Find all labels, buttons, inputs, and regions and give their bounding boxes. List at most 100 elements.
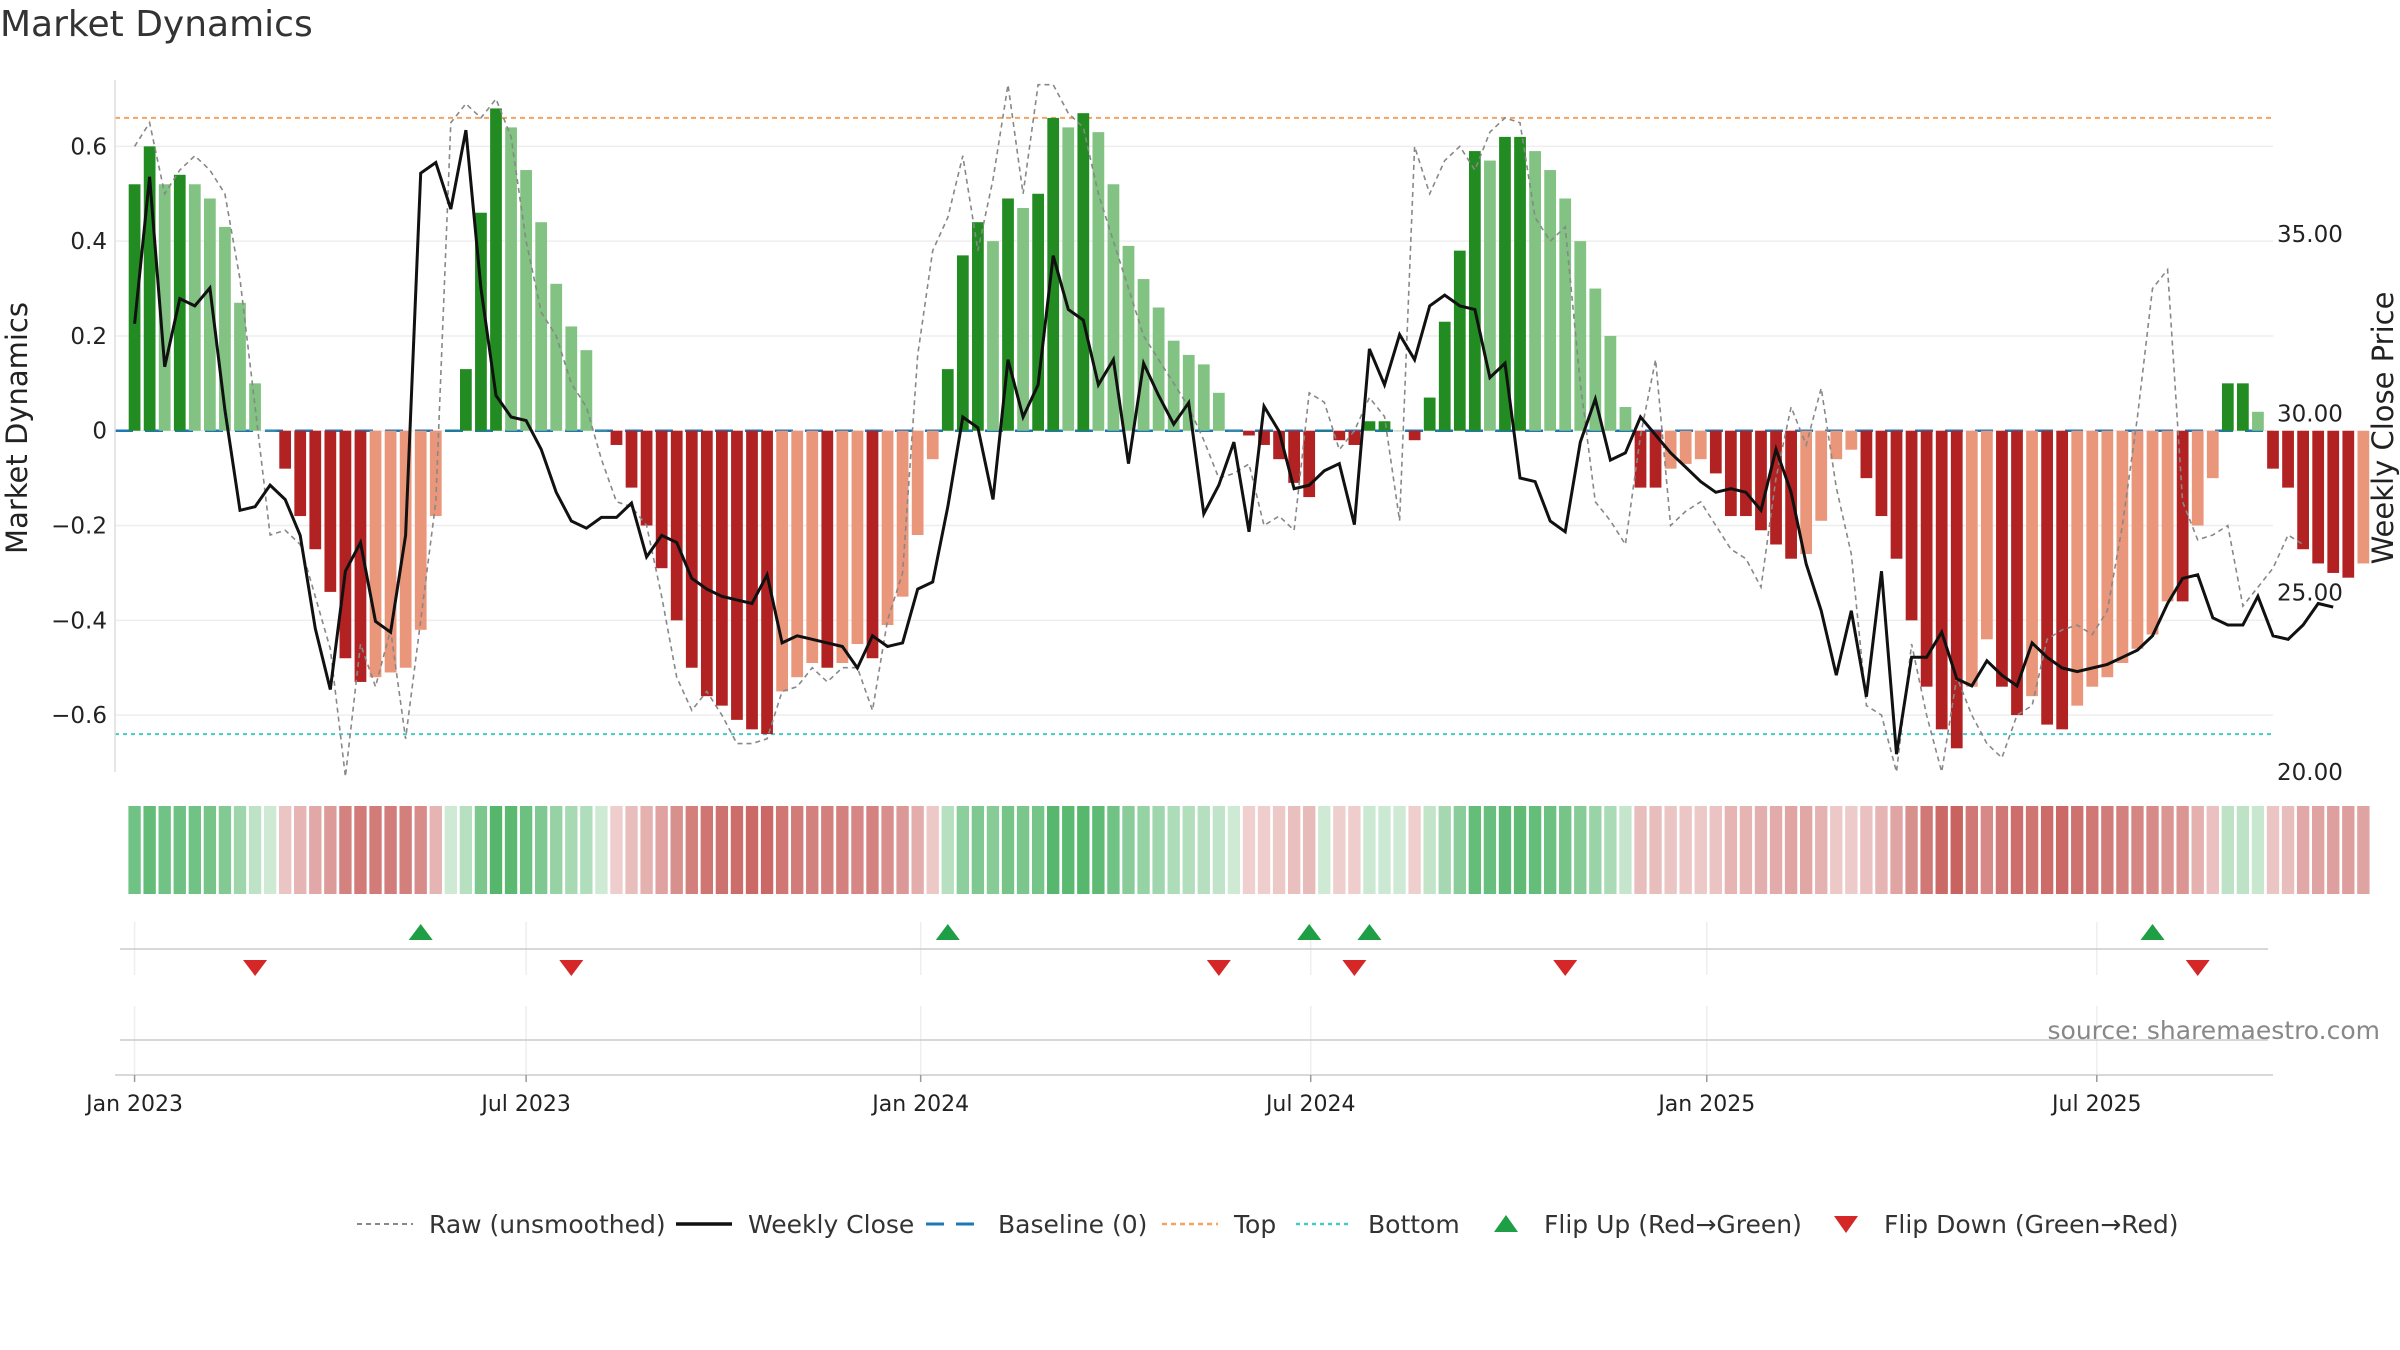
regime-strip-cell: [745, 806, 759, 894]
flip-up-marker: [408, 924, 433, 940]
regime-strip-cell: [1905, 806, 1918, 894]
regime-strip-cell: [1815, 806, 1828, 894]
regime-strip-cell: [1724, 806, 1738, 894]
regime-strip-cell: [1995, 806, 2009, 894]
regime-strip-cell: [1965, 806, 1978, 894]
y-tick-label: −0.4: [51, 608, 107, 634]
regime-strip-cell: [429, 806, 442, 894]
dynamics-bar: [2282, 430, 2294, 488]
y2-tick-label: 35.00: [2277, 222, 2343, 248]
regime-strip-cell: [1393, 806, 1406, 894]
dynamics-bar: [746, 430, 758, 730]
regime-strip-cell: [1604, 806, 1617, 894]
dynamics-bar: [595, 430, 608, 432]
regime-strip-cell: [218, 806, 232, 894]
flip-down-marker: [2185, 960, 2210, 976]
dynamics-bar: [158, 184, 171, 431]
source-credit: source: sharemaestro.com: [2048, 1016, 2381, 1045]
regime-strip-cell: [384, 806, 397, 894]
dynamics-bar: [249, 383, 261, 431]
regime-strip-cell: [339, 806, 352, 894]
dynamics-bar: [2131, 430, 2144, 649]
dynamics-bar: [896, 430, 909, 597]
dynamics-bar: [580, 350, 593, 431]
regime-strip-cell: [1980, 806, 1994, 894]
y2-tick-label: 20.00: [2277, 760, 2343, 786]
dynamics-bar: [490, 108, 502, 431]
regime-strip-cell: [2161, 806, 2174, 894]
dynamics-bars: [128, 108, 2370, 749]
regime-strip-cell: [233, 806, 247, 894]
regime-strip-cell: [173, 806, 186, 894]
regime-strip-cell: [881, 806, 894, 894]
dynamics-bar: [881, 430, 894, 626]
dynamics-bar: [2237, 383, 2249, 431]
dynamics-bar: [1032, 193, 1045, 431]
weekly-close-line: [133, 129, 2334, 755]
dynamics-bar: [685, 430, 698, 668]
regime-strip-cell: [700, 806, 714, 894]
dynamics-bar: [294, 430, 307, 517]
regime-strip-cell: [1167, 806, 1180, 894]
regime-strip-cell: [2266, 806, 2280, 894]
dynamics-bar: [339, 430, 352, 659]
dynamics-bar: [520, 170, 532, 431]
regime-strip-cell: [1649, 806, 1662, 894]
regime-strip-cell: [1031, 806, 1045, 894]
regime-strip-cell: [1935, 806, 1948, 894]
x-tick-label: Jul 2025: [2050, 1092, 2142, 1117]
regime-strip-cell: [2357, 806, 2370, 894]
regime-strip-cell: [519, 806, 533, 894]
regime-strip-cell: [188, 806, 201, 894]
regime-strip-cell: [489, 806, 503, 894]
dynamics-bar: [1453, 250, 1466, 431]
regime-strip-cell: [670, 806, 683, 894]
regime-strip-cell: [248, 806, 262, 894]
dynamics-bar: [836, 430, 849, 663]
regime-strip-cell: [1092, 806, 1105, 894]
regime-strip-cell: [2206, 806, 2219, 894]
dynamics-bar: [1875, 430, 1888, 517]
regime-strip-cell: [1845, 806, 1858, 894]
dynamics-bar: [1348, 430, 1361, 445]
regime-strip-cell: [1348, 806, 1361, 894]
regime-strip-cell: [1287, 806, 1301, 894]
regime-strip-cell: [2236, 806, 2250, 894]
legend-label: Top: [1233, 1210, 1276, 1239]
regime-strip-cell: [1152, 806, 1165, 894]
dynamics-bar: [475, 212, 487, 431]
regime-strip-cell: [1047, 806, 1060, 894]
x-tick-label: Jul 2023: [479, 1092, 571, 1117]
dynamics-bar: [1634, 430, 1647, 488]
y2-tick-label: 25.00: [2277, 581, 2343, 607]
regime-strip-cell: [1227, 806, 1241, 894]
dynamics-bar: [1529, 151, 1541, 431]
legend-label: Weekly Close: [748, 1210, 914, 1239]
dynamics-bar: [2312, 430, 2325, 564]
regime-strip-cell: [685, 806, 698, 894]
x-tick-label: Jan 2023: [84, 1092, 183, 1117]
regime-strip-cell: [369, 806, 382, 894]
regime-strip-cell: [1001, 806, 1015, 894]
regime-strip-cell: [1513, 806, 1527, 894]
dynamics-bar: [1423, 397, 1436, 431]
regime-strip-cell: [2025, 806, 2039, 894]
dynamics-bar: [1122, 245, 1135, 431]
regime-strip-cell: [836, 806, 849, 894]
dynamics-bar: [610, 430, 623, 445]
dynamics-bar: [1092, 132, 1105, 431]
regime-strip-cell: [851, 806, 864, 894]
regime-strip-cell: [1197, 806, 1210, 894]
dynamics-bar: [1950, 430, 1963, 749]
dynamics-bar: [324, 430, 337, 592]
regime-strip-cell: [610, 806, 623, 894]
dynamics-bar: [1740, 430, 1752, 517]
regime-strip-cell: [1875, 806, 1888, 894]
regime-strip-cell: [1363, 806, 1376, 894]
regime-strip-cell: [595, 806, 608, 894]
regime-strip-cell: [263, 806, 277, 894]
dynamics-bar: [2161, 430, 2174, 602]
regime-strip-cell: [2221, 806, 2234, 894]
dynamics-bar: [1890, 430, 1903, 559]
legend-label: Flip Down (Green→Red): [1884, 1210, 2179, 1239]
